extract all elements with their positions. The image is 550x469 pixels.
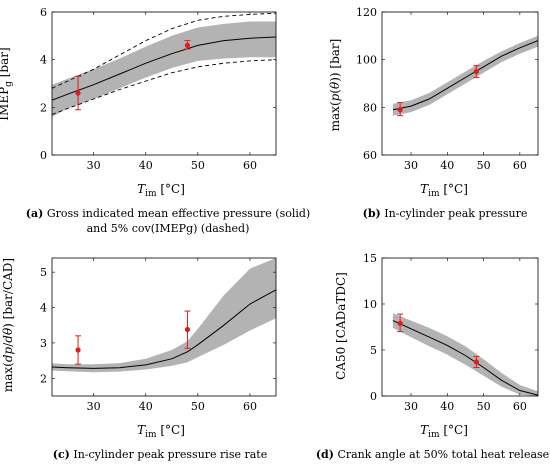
panel-c-ytick-label: 3 (40, 337, 47, 350)
measurement-point (473, 359, 479, 365)
panel-b-ytick-label: 80 (363, 101, 377, 114)
panel-c-xtick-label: 50 (191, 400, 205, 413)
panel-c-ytick-label: 5 (40, 266, 47, 279)
panel-b-xtick-label: 50 (477, 159, 491, 172)
panel-b-axes-frame (381, 11, 539, 156)
panel-b-series-mean-line (392, 40, 538, 111)
panel-a-ytick-label: 6 (40, 6, 47, 19)
panel-b-ytick-label: 120 (356, 6, 377, 19)
panel-a-xtick-label: 40 (139, 159, 153, 172)
panel-b-ylabel: max(p(θ)) [bar] (328, 39, 342, 132)
panel-d-series-mean-line (392, 320, 538, 396)
panel-c-ytick-label: 2 (40, 372, 47, 385)
panel-a-measurement-1 (75, 75, 82, 111)
panel-c-uncertainty-band (52, 258, 276, 373)
panel-b-measurement-1 (397, 102, 404, 117)
panel-d-measurement-1 (397, 313, 404, 333)
panel-a-ytick-label: 4 (40, 54, 47, 67)
panel-a-plot-area (52, 12, 276, 117)
panel-d-axes-frame (381, 257, 539, 397)
panel-b-measurement-2 (473, 65, 480, 79)
panel-b-ytick-label: 100 (356, 54, 377, 67)
panel-d-ytick-label: 10 (363, 298, 377, 311)
panel-c-axes-frame (51, 257, 277, 397)
panel-a-uncertainty-band (52, 21, 276, 117)
measurement-point (184, 42, 191, 48)
panel-c-xtick-label: 30 (87, 400, 101, 413)
measurement-point (75, 90, 81, 96)
panel-d-uncertainty-band (392, 313, 538, 396)
panel-a-measurement-2 (184, 40, 191, 50)
panel-b: max(p(θ)) [bar] Tim [°C] 30 40 50 60 60 80 100… (328, 6, 539, 199)
panel-c-series-mean-line (52, 289, 276, 369)
panel-c-xlabel: Tim [°C] (137, 423, 185, 440)
panel-d: CA50 [CADaTDC] Tim [°C] 30 40 50 60 0 5 10 15 (334, 252, 539, 440)
panel-a-series-lower-line (52, 59, 276, 115)
panel-d-xtick-label: 30 (404, 400, 418, 413)
measurement-point (397, 320, 403, 326)
panel-b-xtick-label: 40 (440, 159, 454, 172)
panel-b-ytick-label: 60 (363, 149, 377, 162)
panel-d-ytick-label: 5 (370, 344, 377, 357)
panel-d-ytick-label: 15 (363, 252, 377, 265)
panel-a-xtick-label: 50 (191, 159, 205, 172)
panel-a-xtick-label: 30 (87, 159, 101, 172)
caption-d: (d) Crank angle at 50% total heat releas… (315, 448, 550, 461)
panel-a: IMEPg [bar] Tim [°C] 30 40 50 60 0 2 4 6 (0, 6, 277, 199)
measurement-point (75, 347, 81, 353)
panel-c-ylabel: max(dp/dθ) [bar/CAD] (1, 258, 15, 392)
panel-b-plot-area (392, 35, 538, 116)
panel-b-xtick-label: 60 (513, 159, 527, 172)
panel-a-series-upper-line (52, 12, 276, 89)
caption-c: (c) In-cylinder peak pressure rise rate (52, 448, 268, 461)
panel-a-axes-frame (51, 11, 277, 156)
panel-d-xtick-label: 60 (513, 400, 527, 413)
panel-a-ylabel: IMEPg [bar] (0, 47, 14, 120)
panel-a-xlabel: Tim [°C] (137, 182, 185, 199)
measurement-point (184, 326, 191, 333)
panel-b-xlabel: Tim [°C] (420, 182, 468, 199)
panel-d-xlabel: Tim [°C] (420, 423, 468, 440)
panel-d-ylabel: CA50 [CADaTDC] (334, 272, 348, 380)
measurement-point (473, 68, 479, 75)
panel-a-ytick-label: 0 (40, 149, 47, 162)
panel-b-xtick-label: 30 (404, 159, 418, 172)
panel-a-xtick-label: 60 (243, 159, 257, 172)
panel-c-plot-area (52, 258, 276, 373)
panel-d-plot-area (392, 313, 538, 396)
panel-d-measurement-2 (473, 355, 480, 368)
panel-d-ytick-label: 0 (370, 390, 377, 403)
panel-c-measurement-2 (184, 310, 191, 349)
caption-b: (b) In-cylinder peak pressure (362, 207, 528, 220)
panel-c-xtick-label: 40 (139, 400, 153, 413)
panel-d-xtick-label: 40 (440, 400, 454, 413)
panel-a-ytick-label: 2 (40, 101, 47, 114)
panel-b-uncertainty-band (392, 35, 538, 116)
measurement-point (397, 107, 403, 113)
panel-a-series-mean-line (52, 36, 276, 101)
caption-a: (a) Gross indicated mean effective press… (25, 207, 311, 235)
panel-c-ytick-label: 4 (40, 302, 47, 315)
panel-d-xtick-label: 50 (477, 400, 491, 413)
panel-c-measurement-1 (75, 335, 82, 365)
panel-c-xtick-label: 60 (243, 400, 257, 413)
panel-c: max(dp/dθ) [bar/CAD] Tim [°C] 30 40 50 60 2 3… (1, 257, 277, 440)
